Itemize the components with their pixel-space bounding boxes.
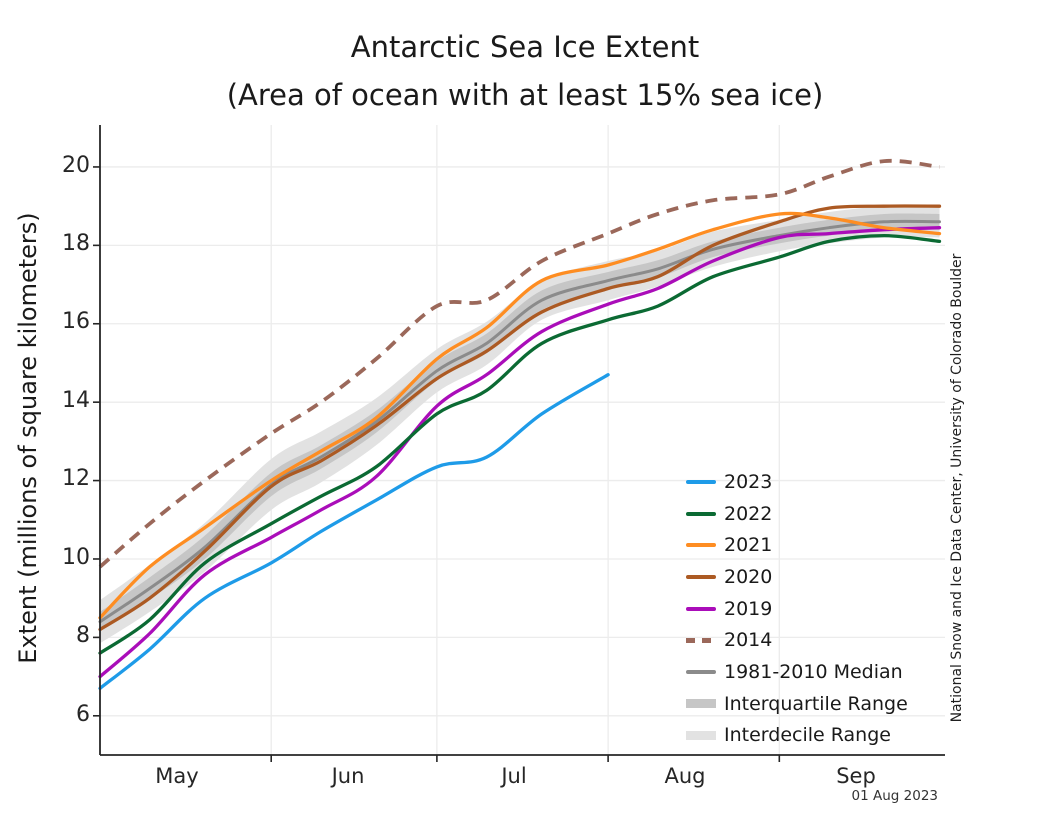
legend-swatch-2022 xyxy=(686,511,716,516)
series-line-2019 xyxy=(98,226,942,679)
series-line-1981-2010-median xyxy=(98,219,941,624)
legend-label-2023: 2023 xyxy=(724,470,773,493)
y-tick-16: 16 xyxy=(62,309,90,334)
series-line-2020 xyxy=(98,204,942,632)
legend-label-median: 1981-2010 Median xyxy=(724,660,903,683)
legend-item-2014: 2014 xyxy=(686,624,908,656)
legend-swatch-2014 xyxy=(686,638,716,643)
legend-swatch-2020 xyxy=(686,574,716,579)
legend-label-2020: 2020 xyxy=(724,565,773,588)
x-tick-jun: Jun xyxy=(331,764,365,788)
x-tick-aug: Aug xyxy=(664,764,706,788)
legend-swatch-median xyxy=(686,669,716,674)
legend-item-2021: 2021 xyxy=(686,529,908,561)
legend-label-2021: 2021 xyxy=(724,534,773,557)
y-tick-18: 18 xyxy=(62,231,90,256)
chart-title: Antarctic Sea Ice Extent xyxy=(350,30,700,64)
credit-text: National Snow and Ice Data Center, Unive… xyxy=(949,253,965,723)
chart-subtitle: (Area of ocean with at least 15% sea ice… xyxy=(226,78,824,112)
y-tick-20: 20 xyxy=(62,153,90,178)
legend-swatch-2019 xyxy=(686,606,716,611)
legend-label-2014: 2014 xyxy=(724,629,773,652)
legend-label-2019: 2019 xyxy=(724,597,773,620)
legend: 2023 2022 2021 2020 2019 2014 1981-2010 … xyxy=(686,466,908,751)
y-tick-14: 14 xyxy=(62,388,90,413)
x-tick-may: May xyxy=(155,764,199,788)
x-tick-jul: Jul xyxy=(501,764,527,788)
legend-swatch-interdecile xyxy=(686,730,716,740)
legend-item-2023: 2023 xyxy=(686,466,908,498)
series-line-2021 xyxy=(98,211,942,620)
series-line-2014 xyxy=(98,158,940,569)
date-stamp: 01 Aug 2023 xyxy=(851,788,938,804)
series-line-2023 xyxy=(98,373,610,691)
legend-item-interdecile: Interdecile Range xyxy=(686,720,908,752)
legend-swatch-2021 xyxy=(686,543,716,548)
y-tick-12: 12 xyxy=(62,466,90,491)
y-tick-6: 6 xyxy=(76,702,90,727)
legend-item-2022: 2022 xyxy=(686,498,908,530)
legend-label-2022: 2022 xyxy=(724,502,773,525)
legend-item-median: 1981-2010 Median xyxy=(686,656,908,688)
legend-item-interquartile: Interquartile Range xyxy=(686,688,908,720)
legend-label-interquartile: Interquartile Range xyxy=(724,692,908,715)
series-line-2022 xyxy=(98,233,942,655)
legend-swatch-interquartile xyxy=(686,699,716,709)
legend-label-interdecile: Interdecile Range xyxy=(724,724,891,747)
y-tick-10: 10 xyxy=(62,545,90,570)
legend-item-2019: 2019 xyxy=(686,593,908,625)
legend-swatch-2023 xyxy=(686,479,716,484)
legend-item-2020: 2020 xyxy=(686,561,908,593)
x-tick-sep: Sep xyxy=(836,764,876,788)
y-tick-8: 8 xyxy=(76,623,90,648)
